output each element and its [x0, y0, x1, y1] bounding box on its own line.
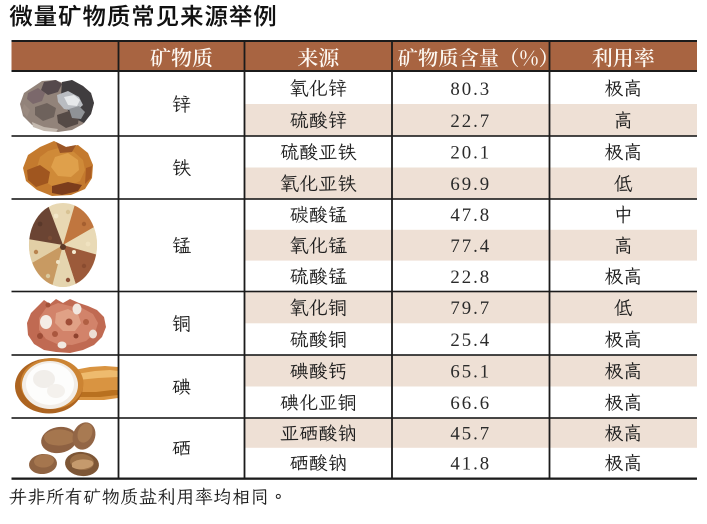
svg-text:65.1: 65.1 [450, 362, 491, 383]
svg-text:45.7: 45.7 [450, 424, 491, 445]
svg-text:69.9: 69.9 [450, 174, 491, 195]
svg-text:41.8: 41.8 [450, 453, 491, 474]
svg-text:80.3: 80.3 [450, 79, 491, 100]
svg-text:47.8: 47.8 [450, 205, 491, 226]
svg-text:22.7: 22.7 [450, 111, 491, 132]
svg-text:77.4: 77.4 [450, 236, 491, 257]
svg-text:79.7: 79.7 [450, 298, 491, 319]
svg-text:25.4: 25.4 [450, 330, 491, 351]
svg-text:20.1: 20.1 [450, 143, 491, 164]
svg-text:22.8: 22.8 [450, 267, 491, 288]
svg-text:66.6: 66.6 [450, 393, 491, 414]
